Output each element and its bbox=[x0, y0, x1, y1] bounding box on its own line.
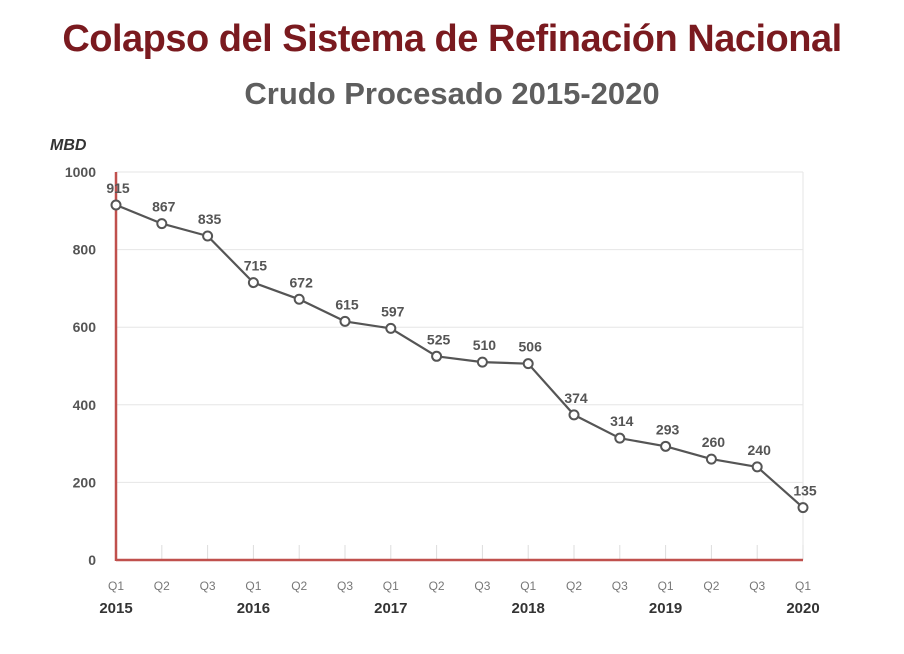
data-point bbox=[751, 461, 763, 473]
data-point bbox=[660, 440, 672, 452]
x-tick-labels: Q1 Q2 Q3 Q1 Q2 Q3 Q1 Q2 Q3 Q1 Q2 Q3 Q1 Q2 Q3 Q1 2015 2016… bbox=[99, 579, 819, 617]
x-tick-label: Q3 bbox=[200, 579, 216, 593]
x-tick-label: Q1 bbox=[245, 579, 261, 593]
data-label: 672 bbox=[290, 274, 314, 290]
data-label: 835 bbox=[198, 211, 222, 227]
axes bbox=[114, 172, 803, 562]
data-point bbox=[385, 322, 397, 334]
data-point bbox=[568, 409, 580, 421]
y-tick-labels: 0 200 400 600 800 1000 bbox=[65, 164, 96, 568]
data-label: 374 bbox=[564, 390, 588, 406]
x-year-label: 2017 bbox=[374, 600, 407, 617]
x-tick-label: Q2 bbox=[291, 579, 307, 593]
data-point bbox=[202, 230, 214, 242]
data-point bbox=[339, 315, 351, 327]
y-tick-label: 0 bbox=[88, 552, 96, 568]
x-year-label: 2019 bbox=[649, 600, 682, 617]
data-label: 615 bbox=[335, 296, 359, 312]
data-label: 867 bbox=[152, 199, 176, 215]
x-tick-label: Q1 bbox=[108, 579, 124, 593]
x-tick-label: Q1 bbox=[520, 579, 536, 593]
data-label: 510 bbox=[473, 337, 497, 353]
x-tick-label: Q1 bbox=[658, 579, 674, 593]
y-tick-label: 400 bbox=[73, 397, 97, 413]
data-label: 506 bbox=[519, 339, 543, 355]
data-points bbox=[110, 199, 809, 514]
x-year-label: 2016 bbox=[237, 600, 270, 617]
series-line-path bbox=[115, 203, 804, 509]
x-year-label: 2015 bbox=[99, 600, 132, 617]
data-point bbox=[522, 358, 534, 370]
x-tick-label: Q2 bbox=[703, 579, 719, 593]
x-year-label: 2020 bbox=[786, 600, 819, 617]
data-label: 915 bbox=[106, 180, 130, 196]
data-label: 240 bbox=[748, 442, 772, 458]
data-label: 293 bbox=[656, 421, 680, 437]
data-label: 314 bbox=[610, 413, 634, 429]
series-line bbox=[115, 203, 804, 509]
x-tick-label: Q2 bbox=[566, 579, 582, 593]
data-label: 525 bbox=[427, 331, 451, 347]
grid-lines bbox=[115, 171, 804, 560]
x-tick-label: Q1 bbox=[795, 579, 811, 593]
data-label: 597 bbox=[381, 303, 405, 319]
data-point bbox=[110, 199, 122, 211]
data-label: 260 bbox=[702, 434, 726, 450]
data-point bbox=[431, 350, 443, 362]
data-point bbox=[247, 277, 259, 289]
x-tick-label: Q3 bbox=[749, 579, 765, 593]
data-label: 135 bbox=[793, 483, 817, 499]
x-tick-label: Q3 bbox=[474, 579, 490, 593]
data-point bbox=[705, 453, 717, 465]
y-tick-label: 1000 bbox=[65, 164, 96, 180]
data-point bbox=[476, 356, 488, 368]
data-point bbox=[156, 218, 168, 230]
x-tick-label: Q3 bbox=[612, 579, 628, 593]
x-tick-label: Q1 bbox=[383, 579, 399, 593]
y-tick-label: 600 bbox=[73, 319, 97, 335]
y-tick-label: 200 bbox=[73, 474, 97, 490]
y-axis-unit-label: MBD bbox=[50, 137, 87, 154]
x-year-label: 2018 bbox=[512, 600, 545, 617]
data-point bbox=[293, 293, 305, 305]
data-point bbox=[614, 432, 626, 444]
chart-subtitle: Crudo Procesado 2015-2020 bbox=[244, 76, 660, 111]
data-labels: 915 867 835 715 672 615 597 525 510 506 374 314 293 2… bbox=[106, 180, 817, 499]
data-point bbox=[797, 502, 809, 514]
data-label: 715 bbox=[244, 258, 268, 274]
y-tick-label: 800 bbox=[73, 242, 97, 258]
chart-title: Colapso del Sistema de Refinación Nacion… bbox=[62, 18, 842, 60]
x-tick-label: Q2 bbox=[429, 579, 445, 593]
x-tick-label: Q3 bbox=[337, 579, 353, 593]
x-tick-label: Q2 bbox=[154, 579, 170, 593]
